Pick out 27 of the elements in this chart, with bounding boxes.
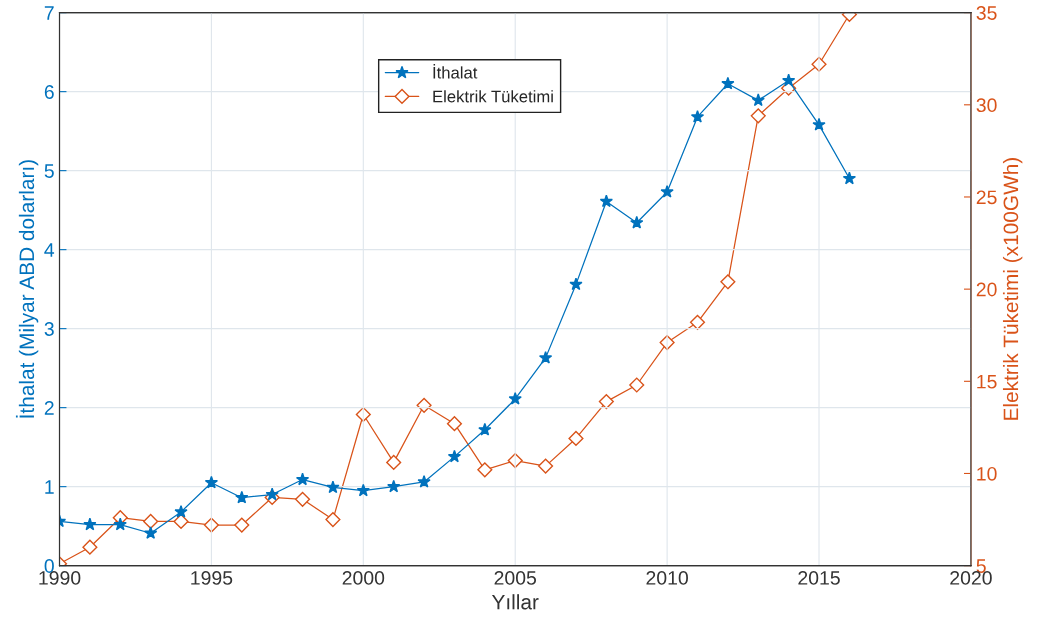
x-axis-title: Yıllar: [491, 594, 539, 610]
x-tick-label: 2015: [798, 571, 840, 585]
y2-tick-label: 25: [976, 190, 997, 205]
y2-tick-label: 20: [976, 282, 997, 297]
x-tick-label: 2000: [342, 571, 385, 585]
y-axis-title: İthalat (Milyar ABD dolarları): [15, 160, 39, 418]
x-tick-label: 1990: [39, 571, 81, 585]
x-tick-label: 2020: [950, 571, 992, 585]
x-tick-label: 2005: [494, 571, 537, 585]
legend-label: Elektrik Tüketimi: [433, 90, 553, 103]
y2-tick-label: 10: [977, 466, 997, 481]
y-tick-label: 0: [44, 559, 54, 573]
x-tick-label: 2010: [646, 571, 688, 585]
y-tick-label: 7: [44, 6, 54, 20]
y-tick-label: 5: [44, 164, 54, 178]
y-tick-label: 2: [44, 401, 54, 415]
y2-tick-label: 30: [976, 98, 997, 113]
y2-tick-label: 15: [977, 374, 997, 389]
y2-tick-label: 5: [976, 559, 986, 573]
x-tick-label: 1995: [191, 571, 233, 585]
y-tick-label: 1: [45, 480, 54, 494]
y2-tick-label: 35: [976, 6, 997, 20]
y2-axis-title: Elektrik Tüketimi (x100GWh): [1002, 158, 1023, 420]
y-tick-label: 3: [44, 322, 54, 336]
legend-label: İthalat: [433, 64, 478, 79]
y-tick-label: 6: [44, 85, 54, 99]
y-tick-label: 4: [44, 243, 55, 257]
